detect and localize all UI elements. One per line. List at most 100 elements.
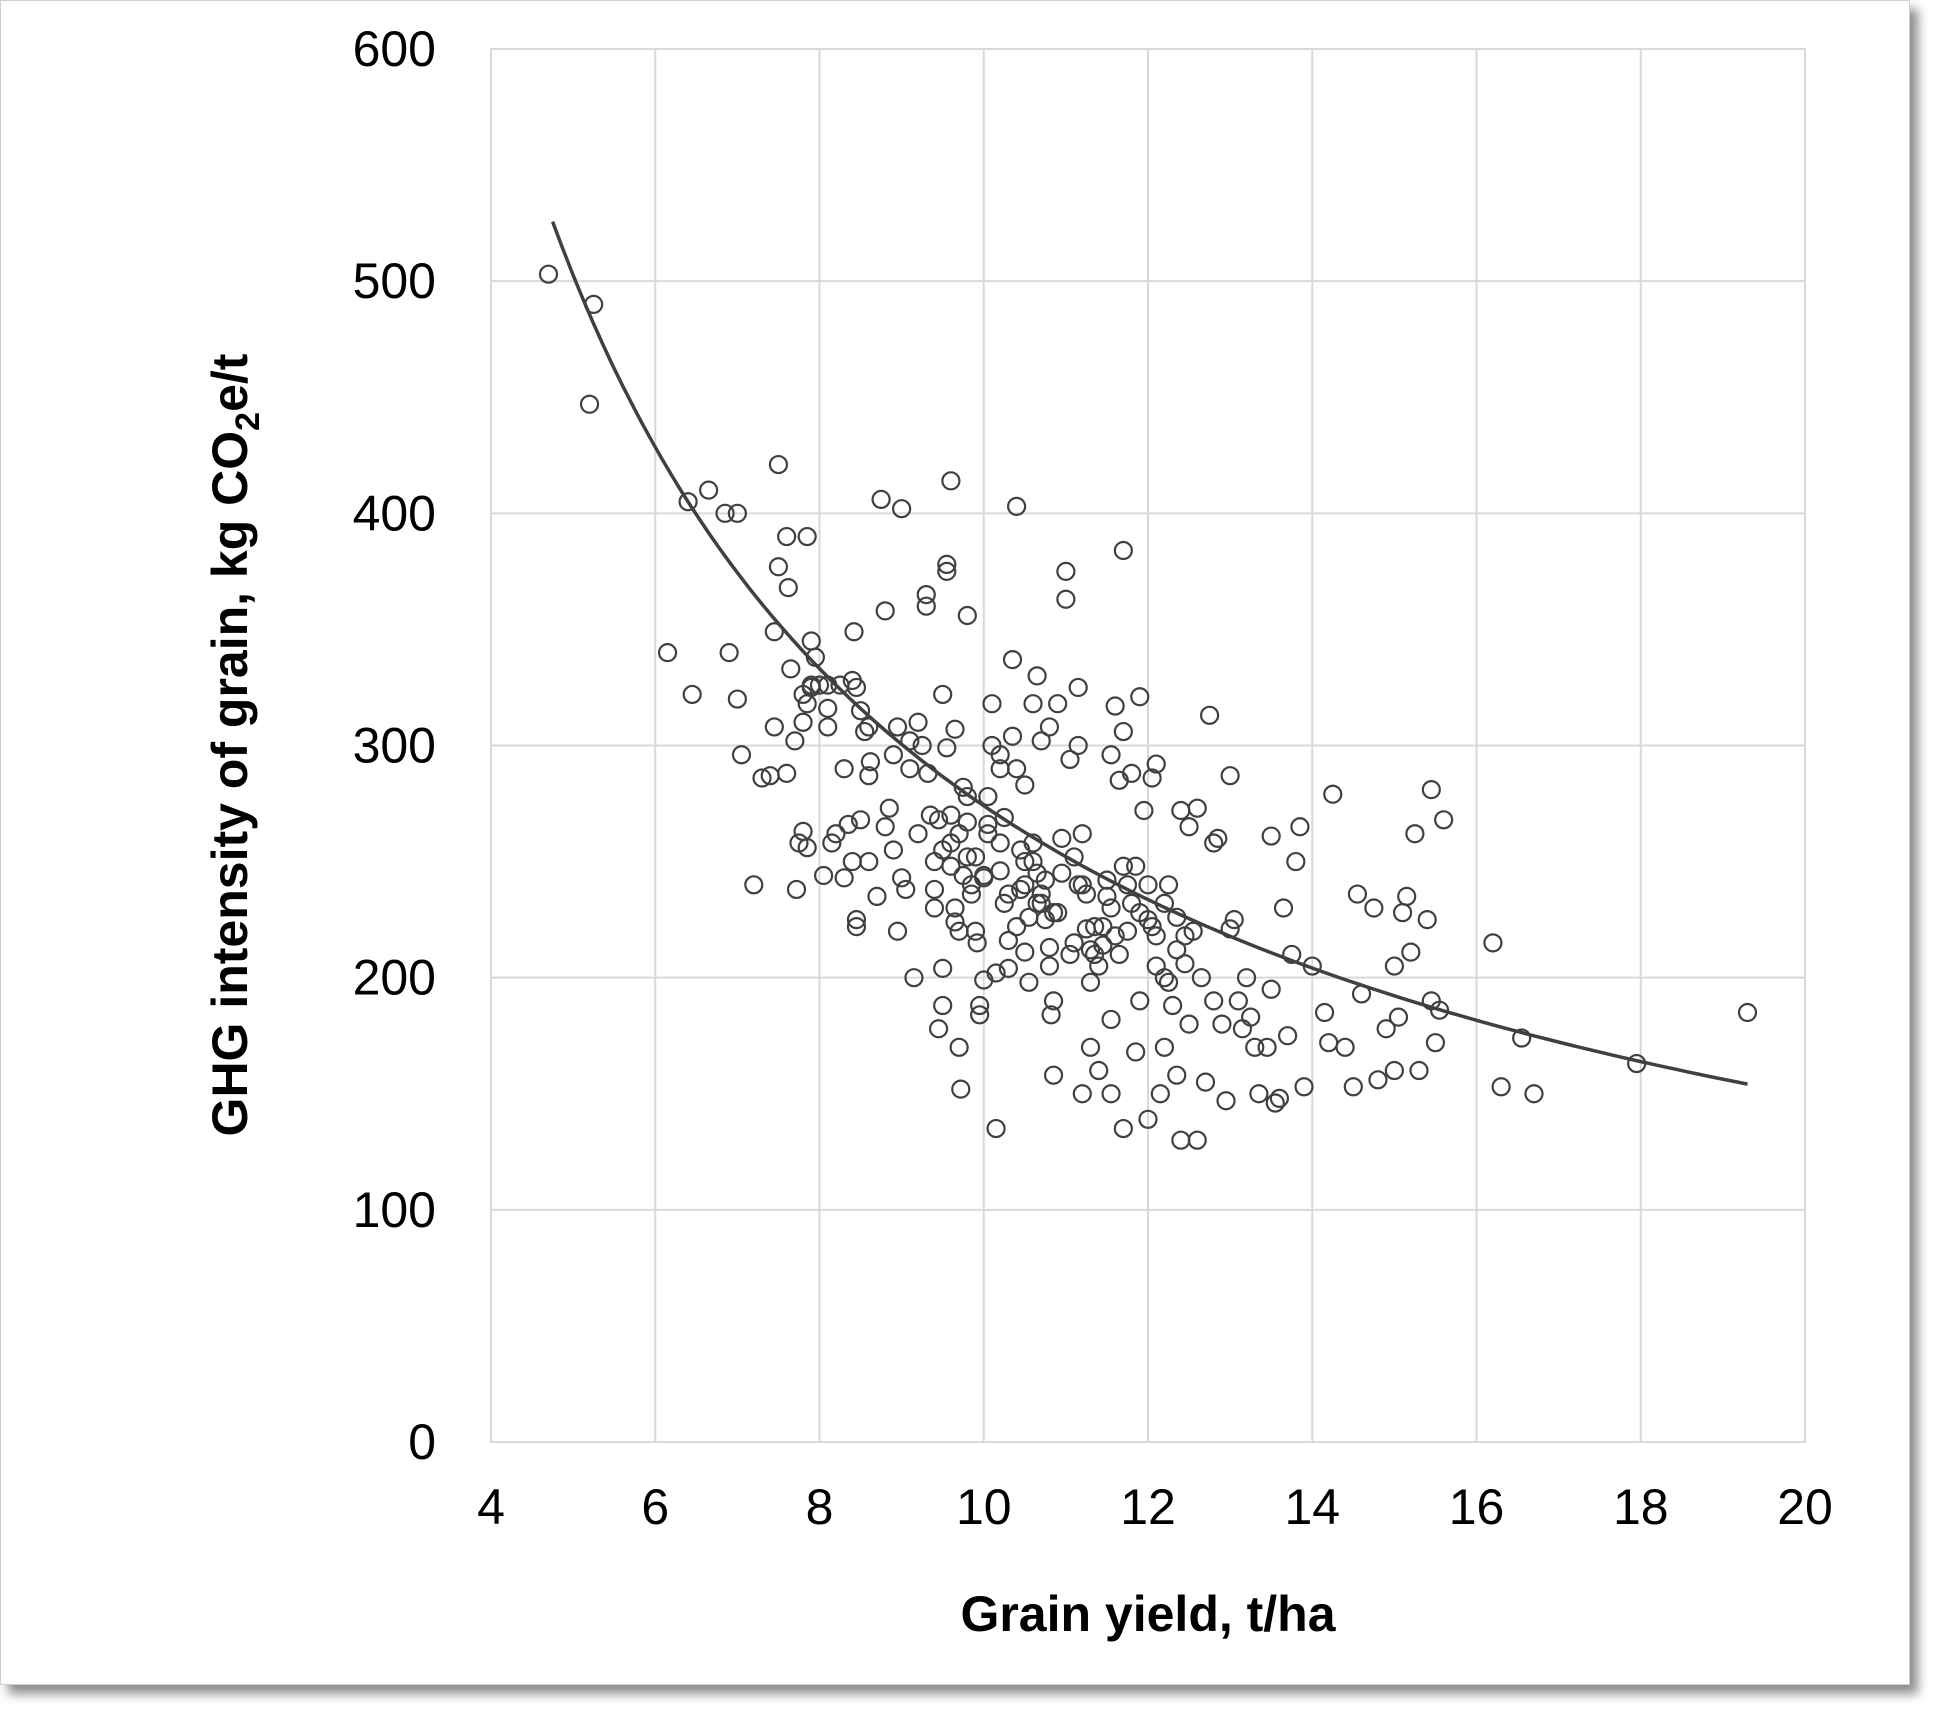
data-point — [1043, 1065, 1064, 1085]
data-point — [1146, 754, 1166, 774]
data-point — [715, 503, 735, 523]
data-point — [1097, 886, 1117, 907]
x-tick-label: 12 — [1120, 1479, 1176, 1535]
data-point — [1249, 1084, 1269, 1104]
data-point — [945, 912, 965, 932]
data-point — [834, 868, 854, 888]
data-point — [978, 824, 998, 844]
data-point — [1126, 856, 1146, 876]
data-point — [928, 1019, 949, 1039]
data-point — [871, 489, 891, 510]
data-point — [678, 492, 698, 512]
data-point — [1150, 1084, 1170, 1104]
data-point — [846, 910, 867, 930]
data-point — [777, 526, 797, 547]
data-point — [937, 738, 957, 758]
data-point — [1130, 991, 1150, 1011]
data-point — [1027, 893, 1047, 913]
data-point — [933, 995, 953, 1016]
data-point — [1052, 863, 1072, 883]
data-point — [797, 838, 817, 858]
data-point — [731, 745, 752, 765]
data-point — [967, 933, 987, 953]
data-point — [924, 898, 945, 918]
x-tick-label: 8 — [806, 1479, 834, 1535]
data-point — [1085, 916, 1105, 937]
data-point — [797, 694, 817, 714]
data-point — [965, 921, 986, 941]
data-point — [986, 1118, 1006, 1139]
y-axis-title-tail: e/t — [202, 353, 258, 412]
x-tick-label: 4 — [477, 1479, 505, 1535]
data-point — [941, 833, 961, 853]
data-point — [859, 766, 879, 786]
chart-frame: 4 6 8 10 12 14 16 18 20 0 100 200 300 400 500 600 Grai… — [0, 0, 1910, 1685]
data-point — [986, 963, 1006, 983]
data-point — [990, 833, 1010, 853]
data-point — [1737, 1002, 1758, 1023]
data-point — [1121, 763, 1142, 783]
data-point — [1265, 1093, 1285, 1113]
data-point — [1401, 942, 1421, 962]
data-point — [1491, 1077, 1511, 1097]
data-point — [1138, 875, 1158, 895]
data-point — [1167, 1065, 1187, 1085]
y-axis-title-subscript: 2 — [229, 412, 267, 431]
data-point — [949, 1037, 969, 1057]
data-point — [1269, 1088, 1290, 1108]
data-point — [953, 865, 973, 886]
data-point — [941, 805, 961, 825]
y-tick-label: 100 — [353, 1182, 436, 1238]
data-point — [1109, 944, 1129, 965]
x-tick-label: 18 — [1613, 1479, 1669, 1535]
data-point — [916, 596, 936, 616]
data-point — [1052, 828, 1072, 848]
data-point — [896, 879, 916, 900]
x-axis-title: Grain yield, t/ha — [960, 1586, 1336, 1642]
data-point — [1121, 893, 1142, 913]
data-point — [1138, 1109, 1158, 1129]
data-point — [1134, 800, 1154, 821]
data-point — [1167, 940, 1187, 960]
data-point — [1039, 956, 1060, 976]
data-point — [1101, 898, 1121, 918]
data-point — [1187, 1130, 1207, 1150]
data-point — [826, 824, 846, 844]
data-point — [1257, 1037, 1277, 1057]
data-point — [982, 694, 1002, 714]
data-point — [793, 821, 813, 842]
data-point — [879, 798, 899, 818]
data-point — [1019, 972, 1039, 992]
data-point — [1417, 910, 1437, 930]
data-point — [957, 812, 977, 832]
data-point — [1006, 496, 1027, 516]
data-point — [1273, 898, 1294, 918]
data-point — [1228, 991, 1248, 1011]
data-point — [846, 677, 867, 698]
data-point — [1039, 937, 1060, 958]
data-point — [1068, 735, 1088, 756]
data-point — [1524, 1084, 1544, 1104]
data-point — [1146, 926, 1166, 946]
data-point — [1015, 942, 1035, 962]
data-point — [1015, 775, 1035, 795]
data-point — [1241, 1007, 1261, 1027]
data-point — [1314, 1002, 1335, 1023]
data-point — [924, 879, 945, 900]
data-point — [1064, 933, 1084, 953]
data-point — [900, 759, 920, 779]
data-point — [892, 868, 912, 888]
data-point — [1163, 995, 1183, 1016]
data-point — [1093, 935, 1113, 955]
data-point — [699, 480, 719, 500]
data-point — [957, 605, 977, 626]
data-point — [1113, 1118, 1133, 1139]
data-point — [1175, 926, 1195, 946]
data-point — [781, 659, 801, 679]
data-point — [850, 701, 871, 721]
data-point — [844, 622, 864, 642]
data-point — [1171, 800, 1191, 821]
data-point — [1080, 1037, 1101, 1057]
data-point — [990, 861, 1010, 881]
data-point — [793, 712, 813, 732]
